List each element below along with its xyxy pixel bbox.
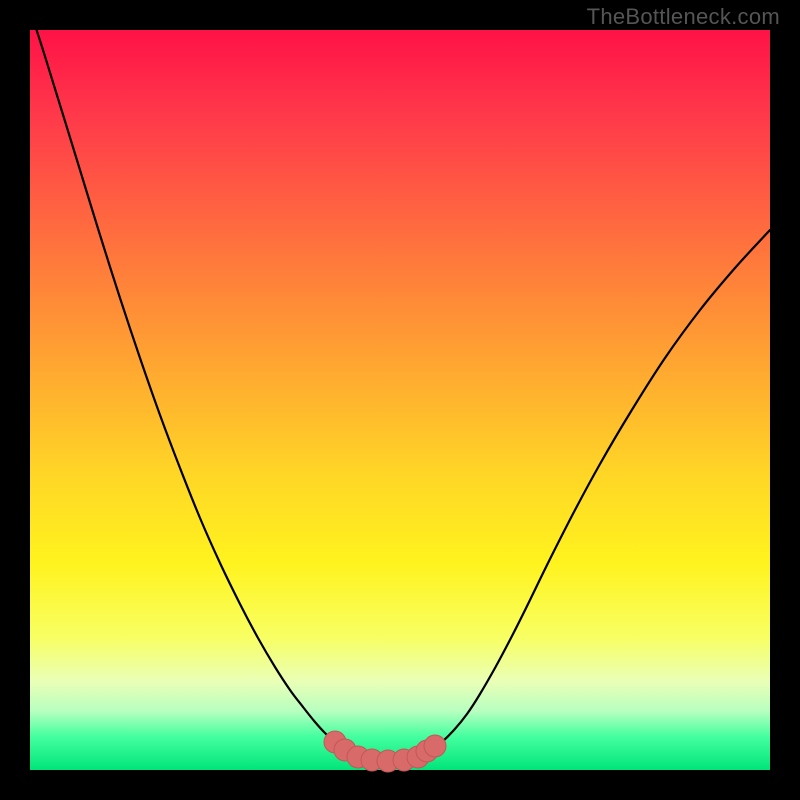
plot-background (30, 30, 770, 770)
watermark-text: TheBottleneck.com (587, 4, 780, 30)
curve-marker (424, 735, 446, 757)
chart-container: TheBottleneck.com (0, 0, 800, 800)
chart-svg (0, 0, 800, 800)
